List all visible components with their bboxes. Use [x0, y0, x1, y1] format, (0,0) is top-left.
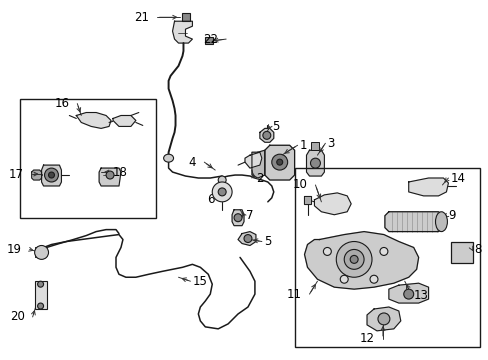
Text: 4: 4	[188, 156, 196, 168]
Text: 10: 10	[292, 179, 307, 192]
Bar	[294, 168, 479, 347]
Polygon shape	[41, 165, 61, 186]
Text: 14: 14	[449, 171, 465, 185]
Bar	[20, 99, 155, 218]
Circle shape	[212, 182, 232, 202]
Circle shape	[379, 247, 387, 255]
Circle shape	[323, 247, 331, 255]
Circle shape	[276, 159, 282, 165]
Text: 17: 17	[9, 167, 24, 181]
Polygon shape	[304, 231, 418, 289]
Polygon shape	[314, 193, 350, 215]
Circle shape	[336, 242, 371, 277]
Circle shape	[218, 176, 225, 184]
Polygon shape	[259, 129, 273, 142]
Text: 21: 21	[134, 11, 148, 24]
Circle shape	[38, 281, 43, 287]
Text: 1: 1	[299, 139, 306, 152]
Circle shape	[403, 289, 413, 299]
Circle shape	[263, 131, 270, 139]
Polygon shape	[384, 212, 443, 231]
Circle shape	[349, 255, 357, 264]
Polygon shape	[99, 168, 121, 186]
Polygon shape	[244, 152, 262, 168]
Circle shape	[234, 214, 242, 222]
Circle shape	[344, 249, 364, 269]
Text: 11: 11	[286, 288, 301, 301]
Polygon shape	[76, 113, 111, 129]
Circle shape	[38, 303, 43, 309]
Circle shape	[44, 168, 59, 182]
Circle shape	[244, 235, 251, 243]
Text: 8: 8	[473, 243, 481, 256]
Polygon shape	[264, 145, 294, 180]
Polygon shape	[113, 116, 136, 126]
Polygon shape	[238, 231, 255, 246]
Polygon shape	[32, 170, 41, 180]
Text: 22: 22	[203, 33, 218, 46]
Bar	[35, 247, 40, 257]
Bar	[182, 13, 190, 21]
Text: 16: 16	[54, 97, 69, 110]
Bar	[450, 242, 472, 264]
Polygon shape	[366, 307, 400, 331]
Text: 3: 3	[326, 137, 334, 150]
Circle shape	[310, 158, 320, 168]
Bar	[35, 281, 46, 309]
Ellipse shape	[163, 154, 173, 162]
Circle shape	[369, 275, 377, 283]
Circle shape	[106, 171, 114, 179]
Text: 2: 2	[255, 171, 263, 185]
Polygon shape	[172, 21, 192, 43]
Text: 7: 7	[245, 209, 253, 222]
Text: 20: 20	[10, 310, 25, 323]
Circle shape	[35, 246, 48, 260]
Polygon shape	[408, 178, 447, 196]
Bar	[205, 37, 213, 44]
Text: 5: 5	[271, 120, 279, 133]
Polygon shape	[388, 283, 427, 303]
Text: 18: 18	[113, 166, 128, 179]
Text: 9: 9	[447, 209, 455, 222]
Ellipse shape	[435, 212, 447, 231]
Text: 6: 6	[206, 193, 214, 206]
Text: 19: 19	[7, 243, 21, 256]
Circle shape	[340, 275, 347, 283]
Text: 12: 12	[359, 332, 374, 345]
Circle shape	[271, 154, 287, 170]
Circle shape	[48, 172, 54, 178]
Text: 13: 13	[413, 289, 427, 302]
Polygon shape	[251, 150, 264, 178]
Polygon shape	[306, 150, 324, 176]
Bar	[311, 142, 319, 150]
Text: 15: 15	[192, 275, 207, 288]
Polygon shape	[232, 210, 244, 226]
Polygon shape	[303, 196, 311, 204]
Circle shape	[218, 188, 225, 196]
Circle shape	[377, 313, 389, 325]
Text: 5: 5	[264, 235, 271, 248]
